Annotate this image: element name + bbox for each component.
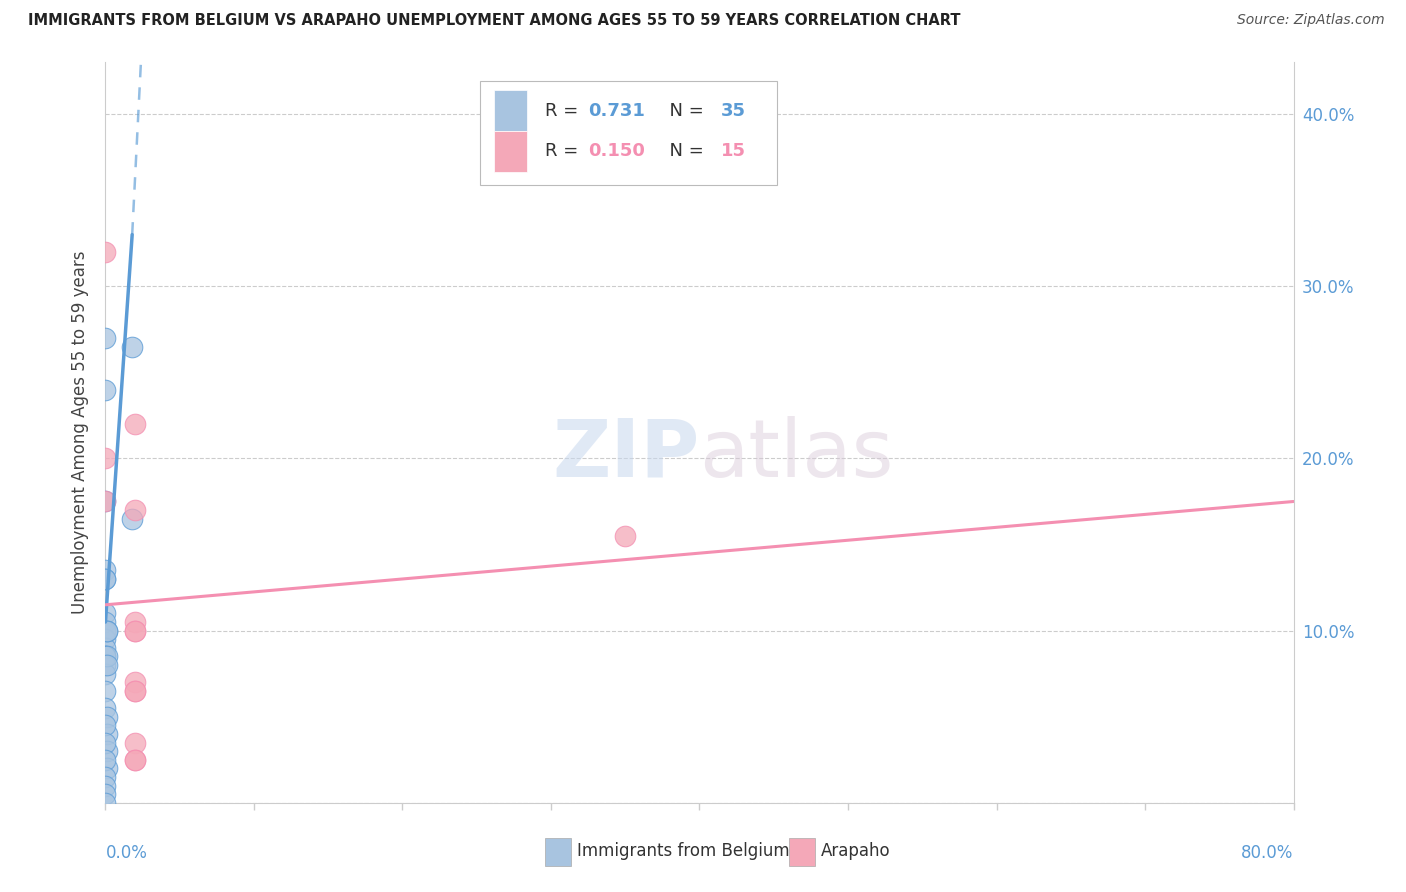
Point [124, 684, 146, 698]
Point [614, 529, 637, 543]
Point [94, 632, 117, 647]
Point [94, 624, 117, 638]
Point [124, 615, 146, 629]
Point [94, 649, 117, 664]
Point [96, 649, 118, 664]
Point [96, 709, 118, 723]
Point [94, 615, 117, 629]
Text: 15: 15 [721, 143, 745, 161]
Point [124, 624, 146, 638]
Point [94, 701, 117, 715]
FancyBboxPatch shape [494, 90, 527, 131]
Point [94, 624, 117, 638]
Point [96, 658, 118, 673]
Text: N =: N = [658, 143, 710, 161]
Point [94, 770, 117, 784]
Point [94, 666, 117, 681]
Point [94, 787, 117, 801]
Point [94, 796, 117, 810]
Point [94, 779, 117, 793]
Text: 0.731: 0.731 [588, 102, 645, 120]
Point [96, 624, 118, 638]
Point [94, 607, 117, 621]
Point [121, 512, 143, 526]
Point [94, 753, 117, 767]
FancyBboxPatch shape [546, 838, 571, 866]
Point [94, 451, 117, 466]
FancyBboxPatch shape [494, 131, 527, 171]
Point [96, 624, 118, 638]
Text: 0.150: 0.150 [588, 143, 645, 161]
Point [94, 684, 117, 698]
Point [124, 503, 146, 517]
Point [121, 339, 143, 353]
Text: Source: ZipAtlas.com: Source: ZipAtlas.com [1237, 13, 1385, 28]
Point [124, 735, 146, 749]
Point [94, 563, 117, 577]
Point [94, 494, 117, 508]
Point [124, 684, 146, 698]
FancyBboxPatch shape [789, 838, 814, 866]
Point [96, 744, 118, 758]
Text: Arapaho: Arapaho [821, 842, 890, 860]
Text: atlas: atlas [700, 416, 894, 494]
Text: 35: 35 [721, 102, 745, 120]
Point [94, 640, 117, 655]
Text: IMMIGRANTS FROM BELGIUM VS ARAPAHO UNEMPLOYMENT AMONG AGES 55 TO 59 YEARS CORREL: IMMIGRANTS FROM BELGIUM VS ARAPAHO UNEMP… [28, 13, 960, 29]
Text: 0.0%: 0.0% [105, 844, 148, 862]
Text: N =: N = [658, 102, 710, 120]
Point [96, 727, 118, 741]
Point [94, 572, 117, 586]
Text: 80.0%: 80.0% [1241, 844, 1294, 862]
Point [124, 675, 146, 690]
Point [94, 649, 117, 664]
FancyBboxPatch shape [479, 81, 776, 185]
Text: ZIP: ZIP [553, 416, 700, 494]
Point [124, 624, 146, 638]
Point [124, 417, 146, 431]
Point [94, 331, 117, 345]
Text: Immigrants from Belgium: Immigrants from Belgium [576, 842, 790, 860]
Point [96, 761, 118, 775]
Point [94, 383, 117, 397]
Y-axis label: Unemployment Among Ages 55 to 59 years: Unemployment Among Ages 55 to 59 years [72, 251, 90, 615]
Point [94, 735, 117, 749]
Point [124, 753, 146, 767]
Point [94, 244, 117, 259]
Point [94, 718, 117, 732]
Text: R =: R = [546, 143, 583, 161]
Point [94, 572, 117, 586]
Text: R =: R = [546, 102, 583, 120]
Point [124, 753, 146, 767]
Point [94, 494, 117, 508]
Point [94, 658, 117, 673]
